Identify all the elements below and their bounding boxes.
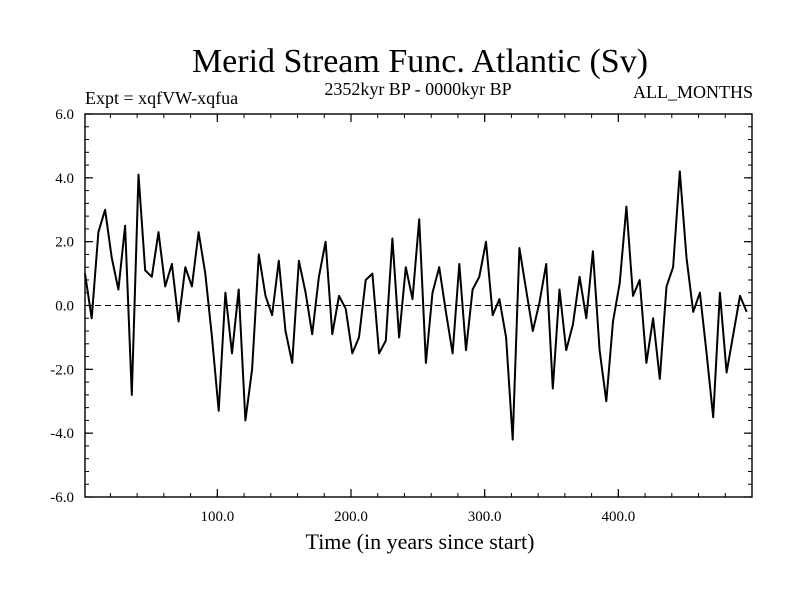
chart-title: Merid Stream Func. Atlantic (Sv) — [192, 43, 648, 80]
x-tick-label: 100.0 — [200, 509, 234, 525]
y-tick-label: 4.0 — [55, 171, 74, 187]
x-tick-label: 400.0 — [601, 509, 635, 525]
x-axis-label: Time (in years since start) — [306, 529, 535, 554]
y-tick-label: 2.0 — [55, 235, 74, 251]
time-range-label: 2352kyr BP - 0000kyr BP — [324, 79, 511, 99]
y-tick-label: -6.0 — [50, 490, 74, 506]
y-tick-label: -2.0 — [50, 362, 74, 378]
months-label: ALL_MONTHS — [633, 82, 753, 102]
x-tick-label: 200.0 — [334, 509, 368, 525]
y-tick-label: 0.0 — [55, 299, 74, 315]
x-axis: 100.0 200.0 300.0 400.0 — [109, 114, 726, 525]
series-line — [84, 170, 748, 441]
experiment-label: Expt = xqfVW-xqfua — [85, 88, 238, 108]
x-tick-label: 300.0 — [468, 509, 502, 525]
y-tick-label: -4.0 — [50, 426, 74, 442]
y-tick-label: 6.0 — [55, 107, 74, 123]
